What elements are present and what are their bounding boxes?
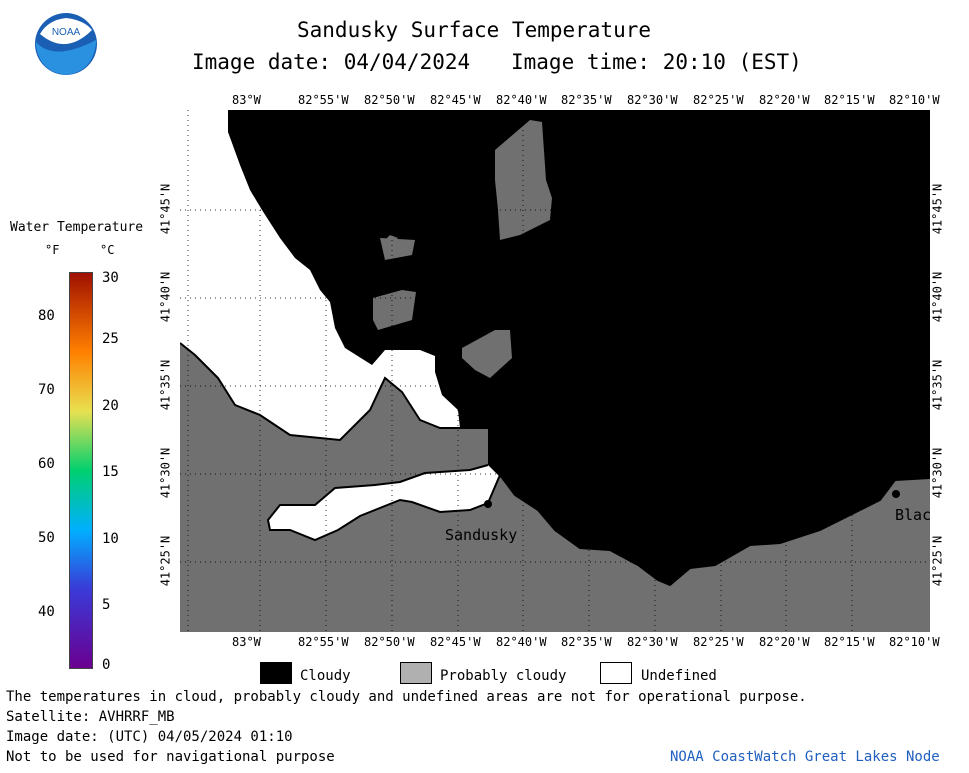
lon-label: 82°50'W	[364, 635, 415, 649]
map	[180, 110, 930, 632]
legend-cloudy-label: Cloudy	[300, 668, 351, 684]
image-time: Image time: 20:10 (EST)	[511, 50, 802, 74]
lat-label: 41°30'N	[930, 447, 945, 499]
image-date: Image date: 04/04/2024	[192, 50, 471, 74]
legend-probably-cloudy-swatch	[400, 662, 432, 684]
lon-label: 82°55'W	[298, 635, 349, 649]
lon-label: 82°25'W	[693, 635, 744, 649]
probably-cloudy-island	[380, 238, 415, 260]
utc-date: Image date: (UTC) 04/05/2024 01:10	[6, 729, 293, 745]
lon-label: 82°10'W	[889, 93, 940, 107]
credit: NOAA CoastWatch Great Lakes Node	[670, 749, 940, 765]
lon-label: 82°45'W	[430, 635, 481, 649]
lon-label: 82°30'W	[627, 635, 678, 649]
colorbar-f-tick: 50	[38, 530, 55, 546]
lon-label: 82°35'W	[561, 635, 612, 649]
logo-text: NOAA	[52, 27, 81, 38]
lon-label: 82°50'W	[364, 93, 415, 107]
lat-label: 41°35'N	[930, 359, 945, 411]
lon-label: 83°W	[232, 93, 261, 107]
disclaimer: The temperatures in cloud, probably clou…	[6, 689, 807, 705]
lat-label: 41°30'N	[158, 447, 173, 499]
lon-label: 83°W	[232, 635, 261, 649]
colorbar-title: Water Temperature	[10, 220, 144, 235]
legend-probably-cloudy-label: Probably cloudy	[440, 668, 567, 684]
legend-undefined-label: Undefined	[641, 668, 717, 684]
lon-label: 82°20'W	[759, 635, 810, 649]
probably-cloudy-island	[462, 330, 512, 378]
blac-marker	[892, 490, 900, 498]
lon-label: 82°10'W	[889, 635, 940, 649]
lat-label: 41°45'N	[158, 183, 173, 235]
sandusky-marker	[484, 500, 492, 508]
lon-label: 82°45'W	[430, 93, 481, 107]
colorbar-f-tick: 70	[38, 382, 55, 398]
lon-label: 82°40'W	[496, 635, 547, 649]
legend-cloudy-swatch	[260, 662, 292, 684]
noaa-logo: NOAA	[34, 12, 98, 76]
lat-label: 41°25'N	[930, 535, 945, 587]
colorbar-unit-c: °C	[100, 243, 115, 257]
lon-label: 82°20'W	[759, 93, 810, 107]
cloudy-region	[228, 110, 930, 585]
lat-label: 41°25'N	[158, 535, 173, 587]
lat-label: 41°40'N	[158, 271, 173, 323]
colorbar-f-tick: 80	[38, 308, 55, 324]
colorbar-c-tick: 5	[102, 597, 111, 613]
satellite: Satellite: AVHRRF_MB	[6, 709, 175, 725]
graticule	[180, 110, 930, 632]
lon-label: 82°55'W	[298, 93, 349, 107]
lon-label: 82°40'W	[496, 93, 547, 107]
colorbar-c-tick: 25	[102, 331, 119, 347]
lon-label: 82°25'W	[693, 93, 744, 107]
colorbar-c-tick: 0	[102, 657, 111, 673]
lat-label: 41°40'N	[930, 271, 945, 323]
lon-label: 82°35'W	[561, 93, 612, 107]
lon-label: 82°30'W	[627, 93, 678, 107]
lon-label: 82°15'W	[824, 635, 875, 649]
colorbar-c-tick: 15	[102, 464, 119, 480]
lat-label: 41°45'N	[930, 183, 945, 235]
nav-warning: Not to be used for navigational purpose	[6, 749, 335, 765]
probably-cloudy-island	[385, 235, 398, 244]
colorbar-c-tick: 20	[102, 398, 119, 414]
colorbar-unit-f: °F	[45, 243, 60, 257]
lon-label: 82°15'W	[824, 93, 875, 107]
colorbar-c-tick: 30	[102, 270, 119, 286]
colorbar-f-tick: 40	[38, 604, 55, 620]
place-label: Sandusky	[445, 526, 518, 544]
colorbar-c-tick: 10	[102, 531, 119, 547]
colorbar-f-tick: 60	[38, 456, 55, 472]
lat-label: 41°35'N	[158, 359, 173, 411]
page-title: Sandusky Surface Temperature	[297, 18, 652, 42]
legend-undefined-swatch	[600, 662, 632, 684]
land-region	[180, 343, 930, 632]
place-label: Blac	[895, 506, 932, 524]
probably-cloudy-island	[373, 290, 416, 330]
colorbar	[69, 272, 93, 669]
